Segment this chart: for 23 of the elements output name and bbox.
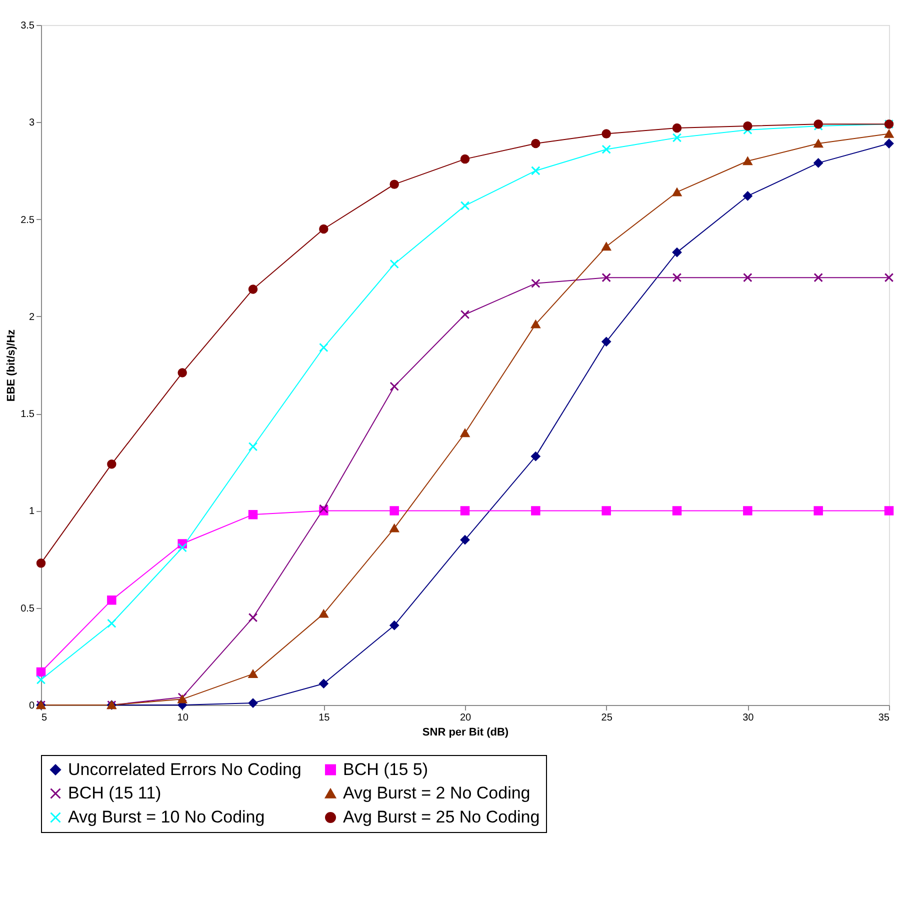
legend-label: Avg Burst = 10 No Coding — [68, 808, 265, 826]
y-tick-label: 1.5 — [20, 409, 35, 420]
x-tick-label: 15 — [318, 712, 330, 724]
x-tick-label: 35 — [878, 712, 890, 724]
legend-label: BCH (15 5) — [343, 760, 428, 779]
legend-label: Avg Burst = 25 No Coding — [343, 808, 540, 826]
x-tick-label: 25 — [601, 712, 613, 724]
x-tick-label: 30 — [742, 712, 754, 724]
x-tick-label: 20 — [460, 712, 472, 724]
y-tick-label: 1 — [28, 506, 35, 518]
y-tick-label: 2.5 — [20, 214, 35, 226]
y-tick-label: 0.5 — [20, 603, 35, 614]
y-tick-label: 3 — [28, 118, 35, 129]
y-tick-label: 2 — [28, 312, 35, 323]
y-tick-label: 3.5 — [20, 20, 35, 32]
x-tick-label: 10 — [177, 712, 189, 724]
legend-label: Avg Burst = 2 No Coding — [343, 784, 530, 802]
x-tick-label: 5 — [42, 712, 48, 724]
x-axis-title: SNR per Bit (dB) — [422, 726, 509, 738]
legend-label: BCH (15 11) — [68, 784, 162, 802]
legend-label: Uncorrelated Errors No Coding — [68, 760, 302, 779]
y-tick-label: 0 — [28, 700, 35, 712]
y-axis-title: EBE (bit/s)/Hz — [6, 328, 18, 402]
